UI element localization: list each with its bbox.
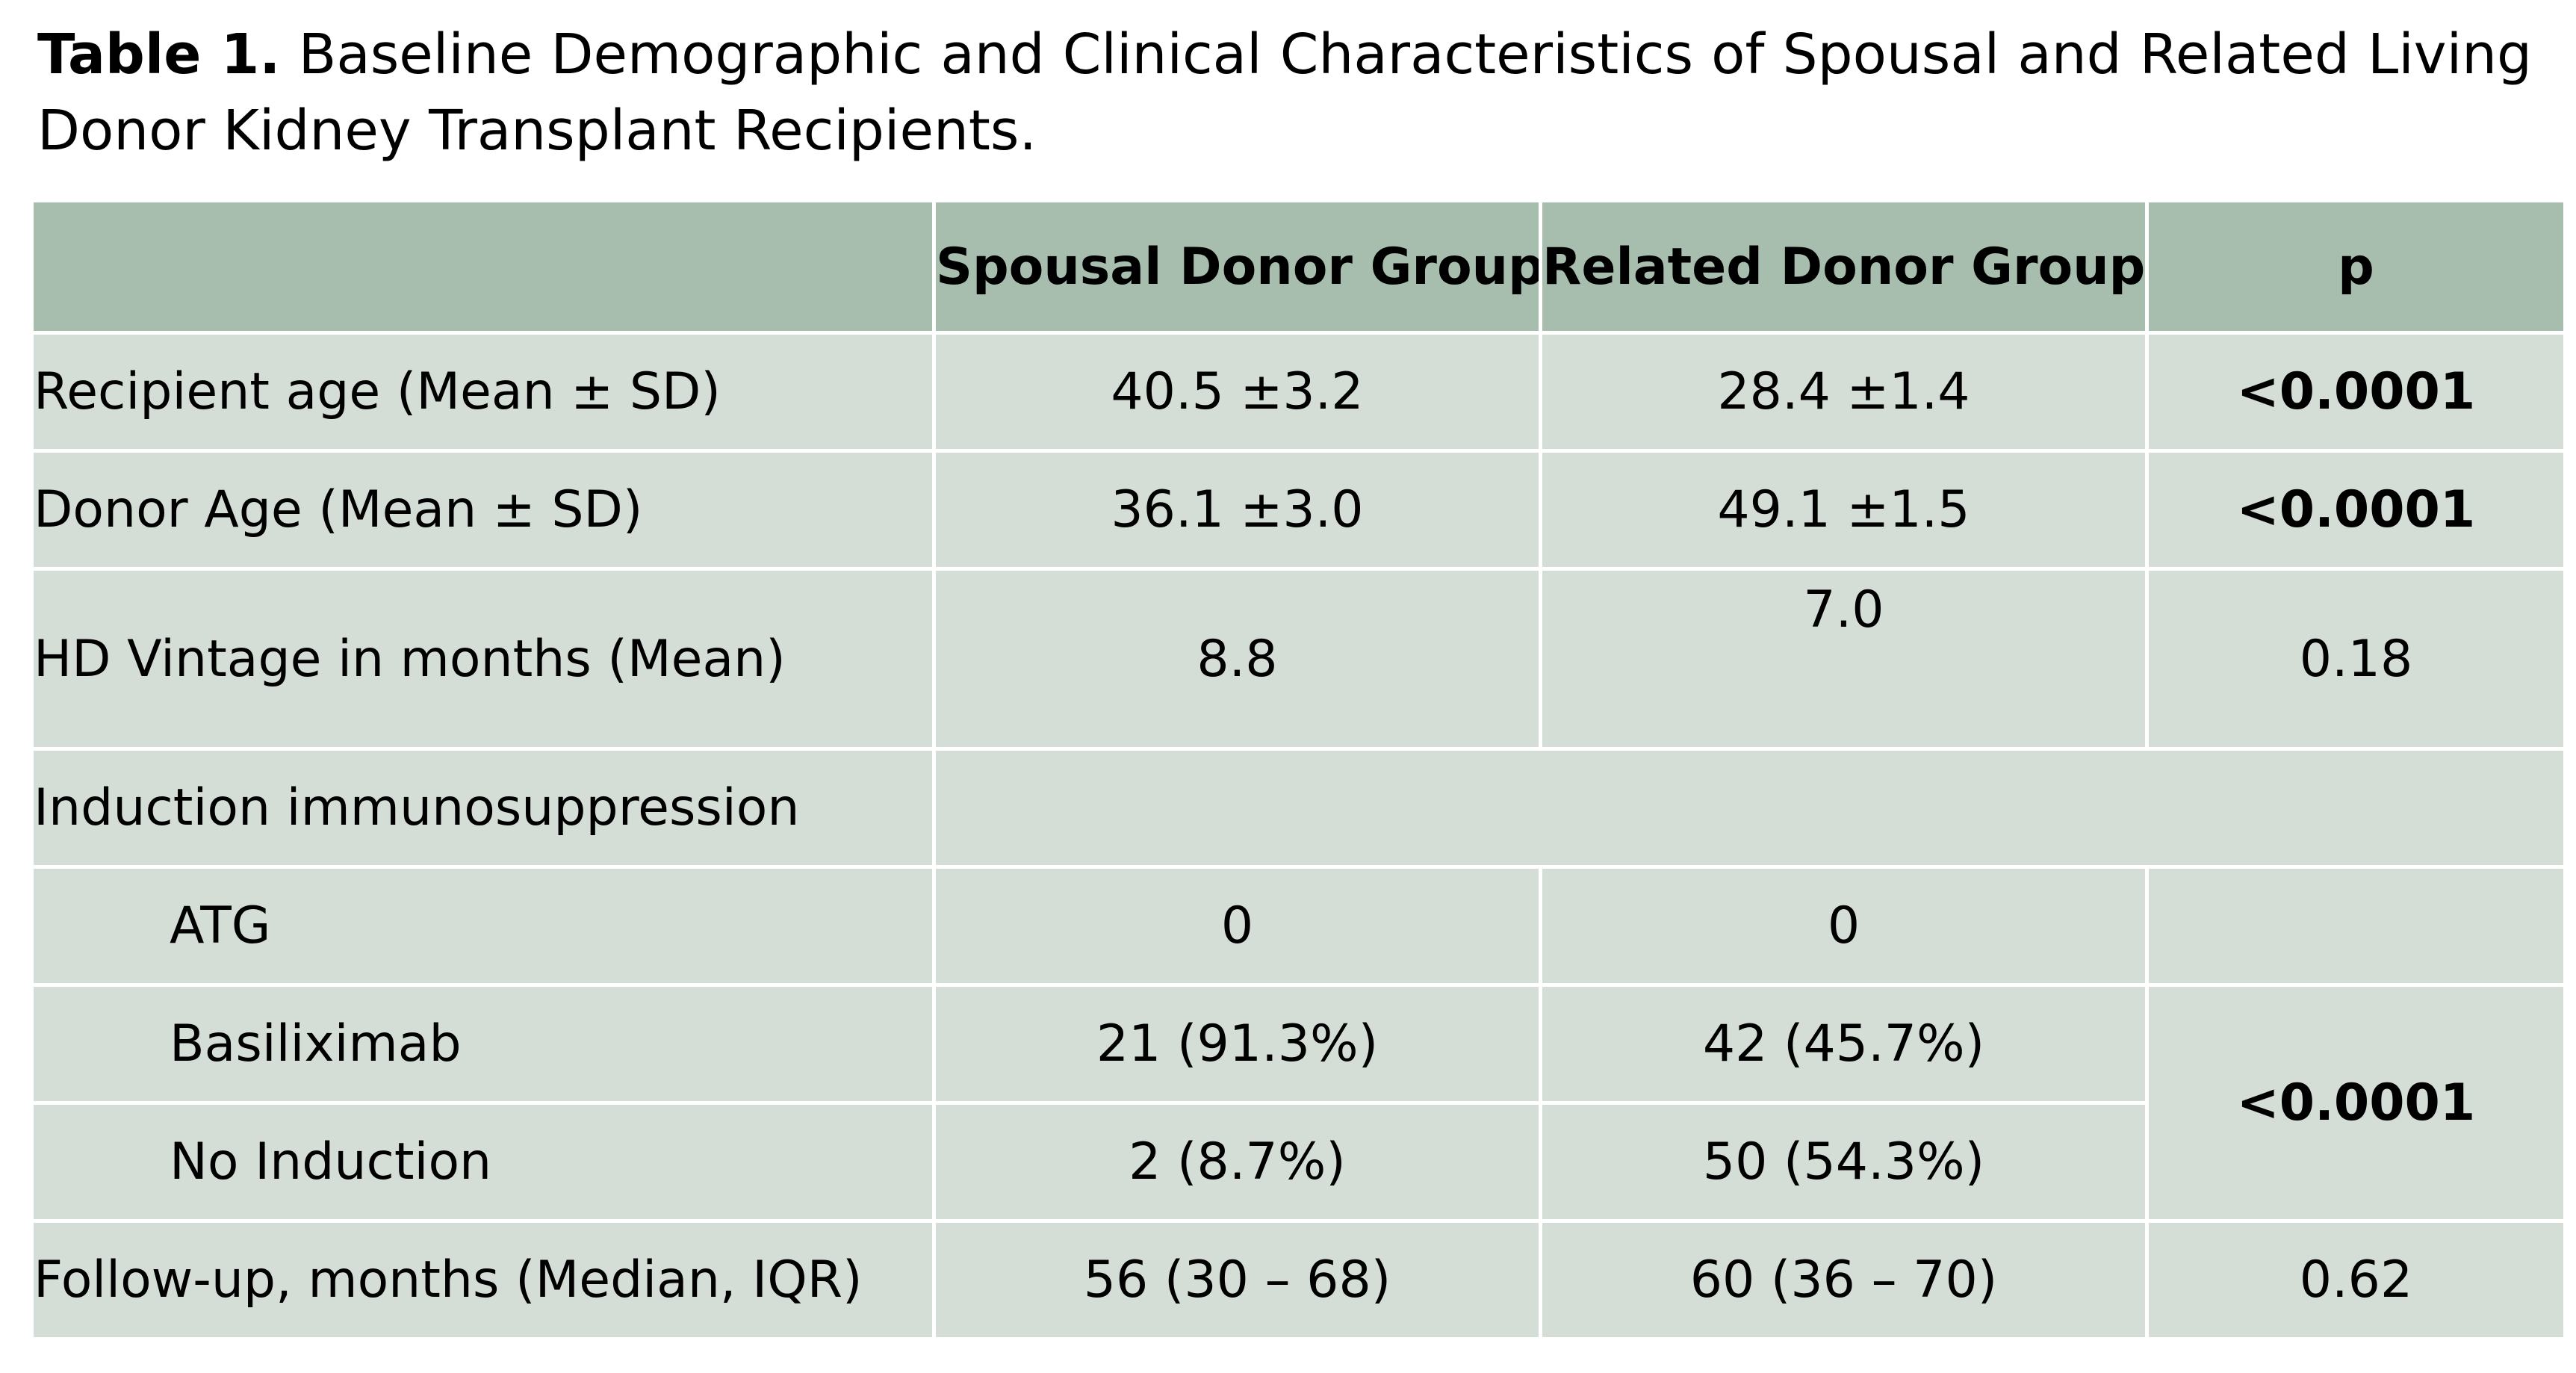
spousal-value: 8.8 <box>932 567 1542 751</box>
row-label: No Induction <box>30 1101 936 1223</box>
characteristics-table: Spousal Donor Group Related Donor Group … <box>30 199 2567 1341</box>
related-value: 60 (36 – 70) <box>1539 1219 2149 1341</box>
caption-label: Table 1. <box>37 22 281 87</box>
spousal-value: 40.5 ±3.2 <box>932 331 1542 453</box>
related-value-cell: 7.0 <box>1539 567 2149 751</box>
header-spousal-donor-group: Spousal Donor Group <box>932 199 1542 335</box>
row-label: HD Vintage in months (Mean) <box>30 567 936 751</box>
related-value: 7.0 <box>1803 580 1884 639</box>
related-value: 50 (54.3%) <box>1539 1101 2149 1223</box>
caption-text: Baseline Demographic and Clinical Charac… <box>37 22 2532 163</box>
p-value: <0.0001 <box>2145 449 2567 571</box>
table-row-induction-heading: Induction immunosuppression <box>30 747 2567 869</box>
table-row-basiliximab: Basiliximab 21 (91.3%) 42 (45.7%) <0.000… <box>30 983 2567 1223</box>
related-value: 28.4 ±1.4 <box>1539 331 2149 453</box>
induction-p-value: <0.0001 <box>2145 983 2567 1223</box>
header-related-donor-group: Related Donor Group <box>1539 199 2149 335</box>
row-label: Donor Age (Mean ± SD) <box>30 449 936 571</box>
header-cell-empty <box>30 199 936 335</box>
row-label: Induction immunosuppression <box>30 747 936 869</box>
table-row-donor-age: Donor Age (Mean ± SD) 36.1 ±3.0 49.1 ±1.… <box>30 449 2567 571</box>
spousal-value: 2 (8.7%) <box>932 1101 1542 1223</box>
row-label: ATG <box>30 865 936 987</box>
row-label: Basiliximab <box>30 983 936 1105</box>
spousal-value: 0 <box>932 865 1542 987</box>
spousal-value: 21 (91.3%) <box>932 983 1542 1105</box>
p-value-empty <box>2145 865 2567 987</box>
table-row-no-induction: No Induction 2 (8.7%) 50 (54.3%) <box>30 1101 2566 1223</box>
row-label: Follow-up, months (Median, IQR) <box>30 1219 936 1341</box>
p-value: 0.62 <box>2145 1219 2567 1341</box>
p-value: <0.0001 <box>2145 331 2567 453</box>
spousal-value: 56 (30 – 68) <box>932 1219 1542 1341</box>
table-caption: Table 1. Baseline Demographic and Clinic… <box>37 16 2532 169</box>
table-row-recipient-age: Recipient age (Mean ± SD) 40.5 ±3.2 28.4… <box>30 331 2567 453</box>
p-value: 0.18 <box>2145 567 2567 751</box>
table-row-follow-up: Follow-up, months (Median, IQR) 56 (30 –… <box>30 1219 2567 1341</box>
related-value: 42 (45.7%) <box>1539 983 2149 1105</box>
table-row-atg: ATG 0 0 <box>30 865 2567 987</box>
induction-heading-spacer <box>932 747 2567 869</box>
header-row: Spousal Donor Group Related Donor Group … <box>30 199 2567 335</box>
header-p-value: p <box>2145 199 2567 335</box>
row-label: Recipient age (Mean ± SD) <box>30 331 936 453</box>
related-value: 0 <box>1539 865 2149 987</box>
spousal-value: 36.1 ±3.0 <box>932 449 1542 571</box>
related-value: 49.1 ±1.5 <box>1539 449 2149 571</box>
table-row-hd-vintage: HD Vintage in months (Mean) 8.8 7.0 0.18 <box>30 567 2567 751</box>
